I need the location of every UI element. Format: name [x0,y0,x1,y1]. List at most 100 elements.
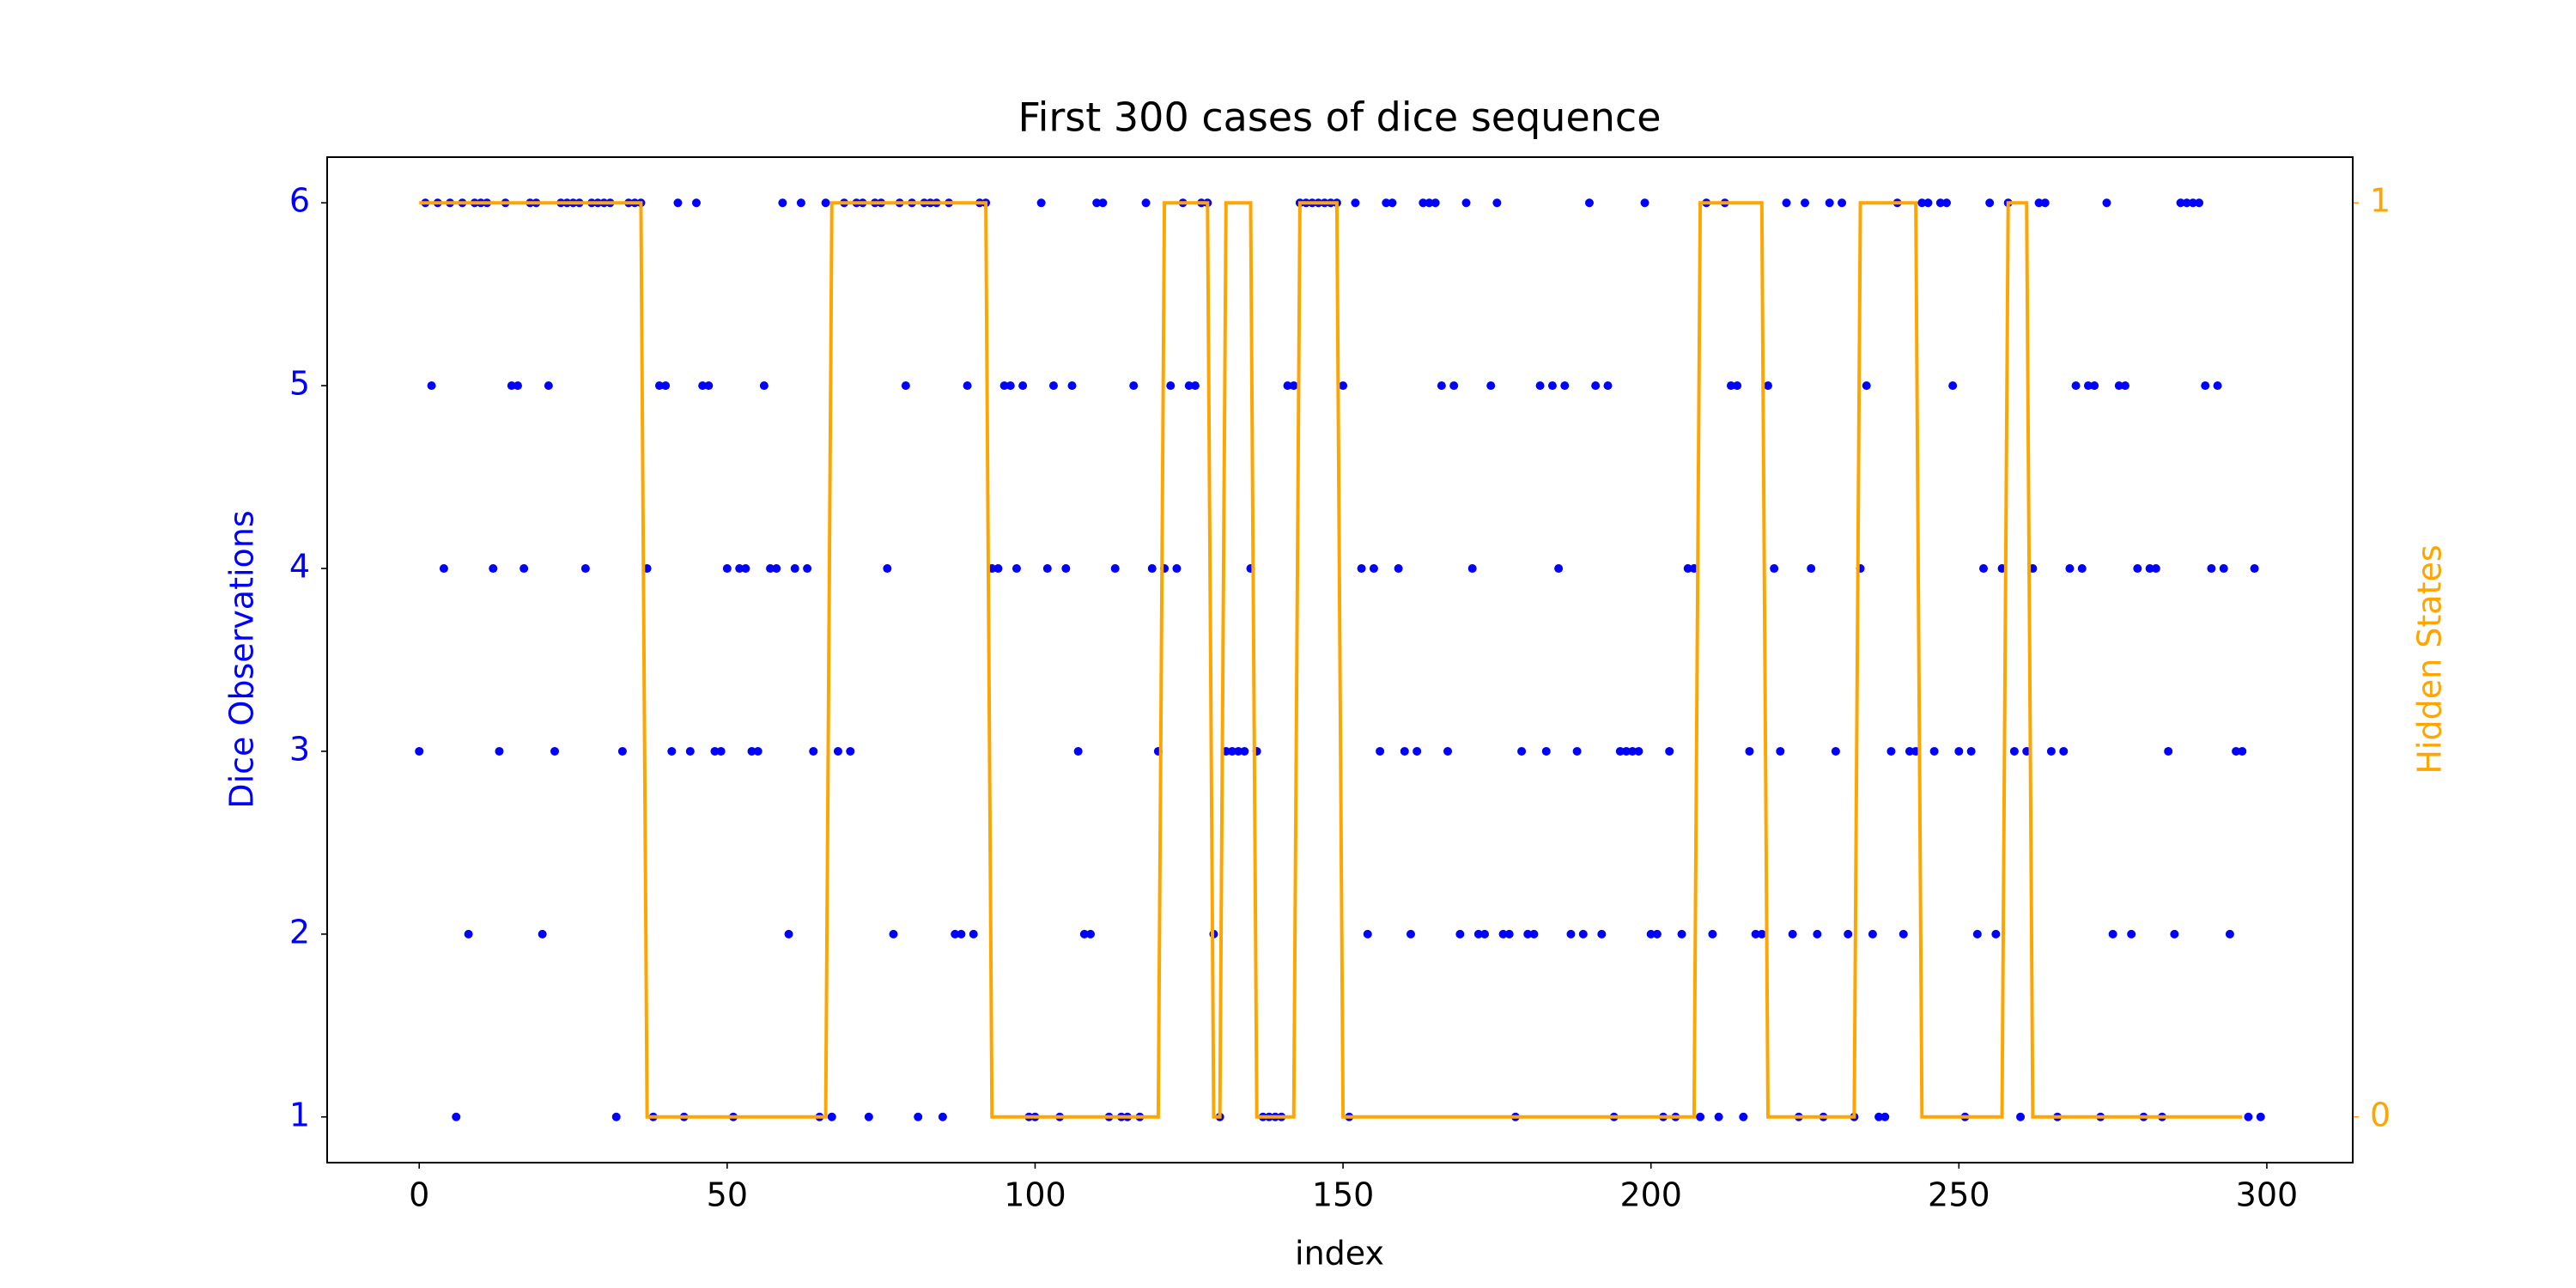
dice-point [2151,564,2160,574]
x-tick-label: 150 [1312,1176,1375,1214]
dice-point [1578,929,1588,939]
dice-point [2108,929,2117,939]
dice-point [1098,198,1108,208]
dice-point [1147,564,1157,574]
dice-point [1825,198,1834,208]
dice-point [1776,746,1785,756]
dice-point [1905,746,1914,756]
dice-point [1917,198,1927,208]
dice-point [2046,746,2056,756]
dice-point [1868,929,1877,939]
state-line [419,201,2243,1119]
dice-point [1240,746,1249,756]
dice-point [464,929,473,939]
dice-point [550,746,560,756]
dice-point [883,564,892,574]
dice-point [1966,746,1976,756]
dice-point [864,1112,873,1121]
dice-point [1646,929,1656,939]
dice-point [1086,929,1096,939]
dice-point [2040,198,2050,208]
dice-point [1985,198,1995,208]
dice-point [2256,1112,2265,1121]
dice-point [1935,198,1945,208]
dice-point [1363,929,1372,939]
dice-point [2232,746,2241,756]
dice-point [741,564,750,574]
x-tick-label: 200 [1619,1176,1682,1214]
dice-point [1979,564,1989,574]
dice-point [1584,198,1594,208]
dice-point [1504,929,1514,939]
dice-point [489,564,498,574]
dice-point [1172,564,1182,574]
dice-point [617,746,627,756]
y-tick-label: 4 [289,548,310,586]
dice-point [1529,929,1539,939]
dice-point [1523,929,1533,939]
dice-point [735,564,744,574]
dice-point [1234,746,1243,756]
dice-point [2065,564,2075,574]
dice-point [1339,381,1348,391]
dice-point [1880,1112,1890,1121]
dice-point [889,929,898,939]
dice-point [1012,564,1021,574]
dice-point [2250,564,2259,574]
dice-point [833,746,842,756]
x-tick-label: 0 [409,1176,429,1214]
dice-point [691,198,701,208]
dice-point [1110,564,1120,574]
dice-point [1018,381,1028,391]
x-tick-label: 250 [1928,1176,1990,1214]
dice-point [1079,929,1089,939]
dice-point [2170,929,2179,939]
dice-point [803,564,812,574]
dice-point [580,564,590,574]
dice-point [1486,381,1496,391]
dice-point [1455,929,1465,939]
dice-point [938,1112,947,1121]
dice-point [2188,198,2197,208]
dice-point [698,381,708,391]
dice-point [809,746,818,756]
dice-point [759,381,769,391]
dice-point [661,381,671,391]
dice-point [901,381,910,391]
dice-point [1517,746,1527,756]
dice-point [2102,198,2111,208]
dice-point [513,381,522,391]
dice-point [2083,381,2093,391]
dice-point [1437,381,1446,391]
dice-point [778,198,787,208]
y-tick-label: 3 [289,730,310,768]
dice-point [1541,746,1551,756]
dice-point [1801,198,1810,208]
dice-point [2016,1112,2026,1121]
y-axis-label: Dice Observations [223,510,261,808]
dice-point [2164,746,2173,756]
dice-point [1419,198,1428,208]
dice-point [1708,929,1717,939]
dice-point [2207,564,2216,574]
chart-title: First 300 cases of dice sequence [1018,94,1661,141]
dice-point [685,746,695,756]
dice-point [427,381,436,391]
dice-point [439,564,448,574]
dice-point [2071,381,2081,391]
dice-point [1683,564,1692,574]
dice-point [1042,564,1052,574]
dice-point [1733,381,1742,391]
dice-point [1376,746,1385,756]
dice-point [2077,564,2087,574]
dice-point [1844,929,1853,939]
dice-point [1431,198,1440,208]
dice-point [654,381,664,391]
dice-point [1677,929,1686,939]
x-tick-label: 100 [1004,1176,1066,1214]
dice-point [951,929,960,939]
dice-point [1763,381,1772,391]
dice-point [2120,381,2129,391]
dice-point [1745,746,1754,756]
dice-point [2182,198,2191,208]
